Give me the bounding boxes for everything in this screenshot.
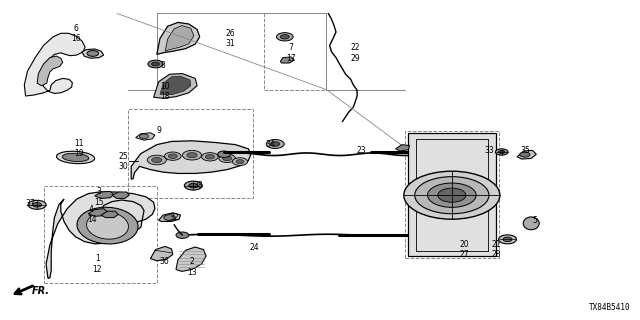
Text: 23: 23 <box>356 146 367 155</box>
Text: 36: 36 <box>159 257 170 266</box>
Circle shape <box>164 152 181 160</box>
Circle shape <box>438 188 466 202</box>
Circle shape <box>140 134 148 139</box>
Ellipse shape <box>523 217 539 230</box>
Circle shape <box>499 150 505 154</box>
Text: 37: 37 <box>26 199 36 208</box>
Circle shape <box>205 155 214 159</box>
Text: 34: 34 <box>266 140 276 149</box>
Text: 32: 32 <box>169 213 179 222</box>
Circle shape <box>152 62 159 66</box>
Polygon shape <box>88 209 108 216</box>
Text: 5: 5 <box>532 216 537 225</box>
Polygon shape <box>101 211 118 218</box>
Text: 2
13: 2 13 <box>187 258 197 277</box>
Text: 7
17: 7 17 <box>286 43 296 62</box>
Text: 4
14: 4 14 <box>86 205 97 224</box>
Text: 35: 35 <box>520 146 530 155</box>
Text: 6
16: 6 16 <box>70 24 81 43</box>
Circle shape <box>148 60 163 68</box>
Circle shape <box>520 152 530 157</box>
Circle shape <box>271 142 280 146</box>
Polygon shape <box>46 192 155 278</box>
Circle shape <box>147 155 166 165</box>
Text: 38: 38 <box>193 181 204 190</box>
Circle shape <box>404 171 500 219</box>
Circle shape <box>503 237 512 242</box>
Circle shape <box>168 154 177 158</box>
Circle shape <box>276 33 293 41</box>
Circle shape <box>410 232 422 238</box>
Polygon shape <box>408 133 496 256</box>
Text: FR.: FR. <box>32 285 50 296</box>
Polygon shape <box>176 247 206 271</box>
Circle shape <box>33 203 42 207</box>
Circle shape <box>189 183 198 188</box>
Ellipse shape <box>56 151 95 164</box>
Ellipse shape <box>77 207 138 244</box>
Polygon shape <box>131 141 251 179</box>
Circle shape <box>236 160 244 164</box>
Text: 9: 9 <box>156 126 161 135</box>
Circle shape <box>184 181 202 190</box>
Circle shape <box>164 215 175 220</box>
Ellipse shape <box>86 212 129 239</box>
Polygon shape <box>159 213 180 221</box>
Polygon shape <box>160 76 191 94</box>
Circle shape <box>187 153 197 158</box>
Circle shape <box>495 149 508 155</box>
Polygon shape <box>82 49 104 58</box>
Text: 24: 24 <box>249 243 259 252</box>
Circle shape <box>219 154 236 163</box>
Circle shape <box>232 158 248 165</box>
Ellipse shape <box>62 153 89 162</box>
Text: 21
28: 21 28 <box>492 240 500 259</box>
Circle shape <box>499 235 516 244</box>
Text: 22
29: 22 29 <box>350 43 360 62</box>
Polygon shape <box>112 192 129 198</box>
Polygon shape <box>136 133 155 140</box>
Polygon shape <box>95 191 114 198</box>
Polygon shape <box>517 150 536 159</box>
Polygon shape <box>24 33 85 96</box>
Circle shape <box>415 177 489 214</box>
Polygon shape <box>396 145 410 151</box>
Text: 8: 8 <box>161 61 166 70</box>
Polygon shape <box>157 22 200 54</box>
Text: 1
12: 1 12 <box>93 254 102 274</box>
Circle shape <box>428 183 476 207</box>
Polygon shape <box>150 246 173 261</box>
Text: 10
18: 10 18 <box>160 82 170 101</box>
Text: TX84B5410: TX84B5410 <box>589 303 630 312</box>
Text: 3
15: 3 15 <box>94 187 104 206</box>
Text: 20
27: 20 27 <box>459 240 469 259</box>
Polygon shape <box>165 26 194 51</box>
Text: 11
19: 11 19 <box>74 139 84 158</box>
Circle shape <box>182 150 202 160</box>
Circle shape <box>223 156 232 161</box>
Circle shape <box>218 151 230 157</box>
Text: 26
31: 26 31 <box>225 29 236 48</box>
Circle shape <box>266 140 284 148</box>
Text: 25
30: 25 30 <box>118 152 128 171</box>
Circle shape <box>28 200 46 209</box>
Circle shape <box>202 153 218 161</box>
Circle shape <box>280 35 289 39</box>
Circle shape <box>416 151 429 157</box>
Text: 33: 33 <box>484 146 495 155</box>
Polygon shape <box>280 57 294 63</box>
Circle shape <box>176 232 189 238</box>
Circle shape <box>152 157 162 163</box>
Polygon shape <box>37 56 63 86</box>
Polygon shape <box>154 74 197 98</box>
Circle shape <box>87 51 99 56</box>
